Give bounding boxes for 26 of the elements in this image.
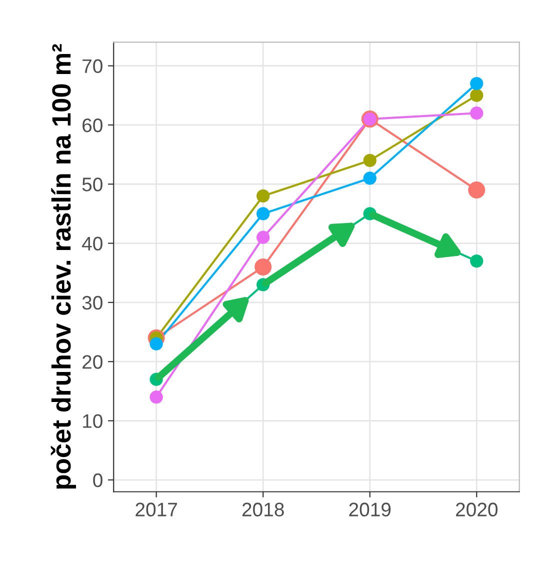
y-tick-label: 40 [82, 236, 102, 251]
point [363, 172, 376, 185]
y-tick-label: 10 [83, 414, 102, 428]
point [256, 189, 270, 203]
point [150, 337, 163, 350]
y-axis-title: počet druhov ciev. rastlín na 100 m² [50, 44, 76, 489]
point [363, 154, 376, 168]
point [470, 254, 484, 268]
y-tick-label: 20 [82, 355, 102, 369]
x-tick-label: 2018 [242, 502, 284, 516]
point [468, 182, 486, 199]
y-tick-label: 50 [82, 178, 102, 192]
x-tick-label: 2019 [349, 502, 391, 516]
point [256, 207, 270, 220]
y-tick-label: 30 [82, 296, 102, 310]
point [470, 106, 484, 120]
point [150, 390, 163, 404]
y-tick-label: 70 [82, 59, 102, 74]
point [470, 76, 484, 90]
point [256, 230, 270, 244]
point [470, 88, 484, 102]
x-tick-label: 2017 [136, 502, 177, 516]
y-tick-label: 0 [93, 473, 102, 488]
y-tick-label: 60 [82, 118, 102, 132]
point [254, 258, 272, 276]
x-tick-label: 2020 [456, 502, 498, 516]
